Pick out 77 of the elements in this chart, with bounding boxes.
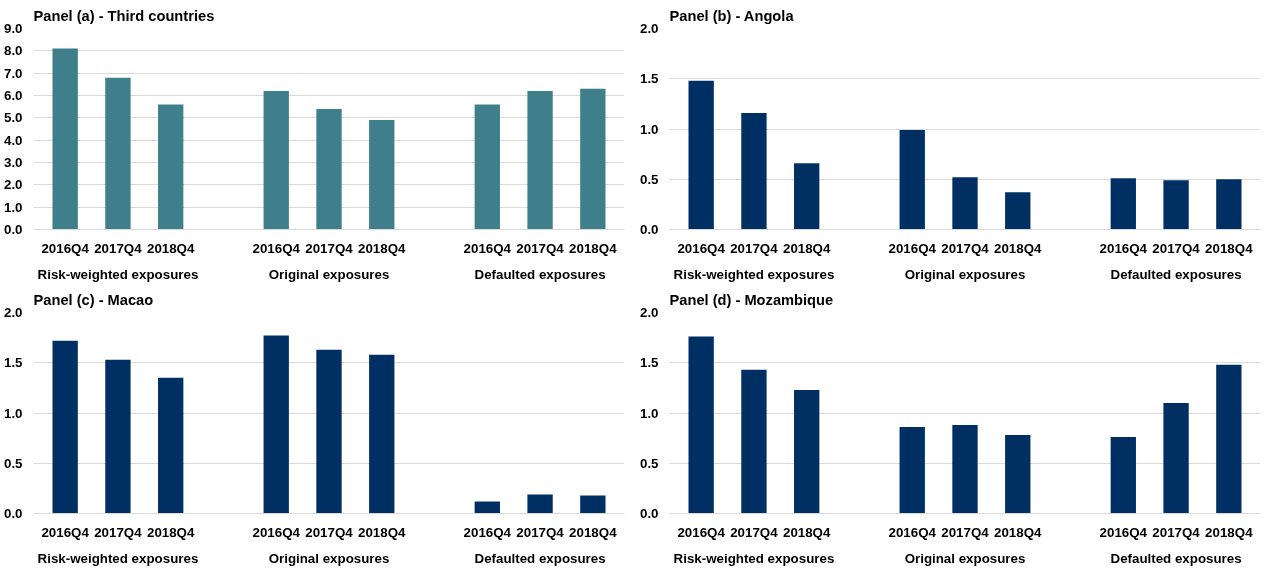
- x-tick-label: 2017Q4: [94, 240, 143, 256]
- x-tick-label: 2018Q4: [146, 240, 195, 256]
- text: Risk-weighted exposures: [37, 550, 199, 566]
- y-tick-label: 2.0: [3, 305, 23, 320]
- x-tick-label: 2018Q4: [569, 524, 618, 540]
- text: Risk-weighted exposures: [673, 266, 835, 282]
- text: Defaulted exposures: [1110, 550, 1242, 566]
- x-tick-label: 2016Q4: [888, 524, 937, 540]
- x-tick-label: 2016Q4: [463, 524, 512, 540]
- text: Risk-weighted exposures: [673, 550, 835, 566]
- chart-title: Panel (a) - Third countries: [33, 7, 215, 24]
- y-tick-label: 7.0: [3, 65, 23, 81]
- chart-title: Panel (d) - Mozambique: [669, 291, 834, 308]
- text: Original exposures: [268, 550, 390, 566]
- x-tick-label: 2018Q4: [782, 240, 831, 256]
- y-tick-label: 1.5: [639, 71, 660, 87]
- y-tick-label: 0.5: [639, 455, 660, 471]
- x-tick-label: 2016Q4: [1099, 240, 1148, 256]
- y-tick-label: 6.0: [3, 88, 23, 103]
- x-tick-label: 2018Q4: [358, 240, 407, 256]
- x-tick-label: 2018Q4: [1205, 524, 1254, 540]
- text: Risk-weighted exposures: [37, 266, 199, 282]
- y-tick-label: 4.0: [3, 132, 23, 148]
- text: Defaulted exposures: [1110, 266, 1242, 282]
- x-tick-label: 2016Q4: [252, 240, 301, 256]
- x-tick-label: 2018Q4: [994, 240, 1043, 256]
- x-tick-label: 2017Q4: [516, 240, 565, 256]
- y-tick-label: 0.0: [639, 222, 659, 237]
- x-tick-label: 2017Q4: [1152, 240, 1201, 256]
- text: Defaulted exposures: [474, 266, 606, 282]
- text: Original exposures: [904, 550, 1026, 566]
- y-tick-label: 1.0: [639, 405, 659, 421]
- y-tick-label: 0.0: [3, 222, 23, 237]
- y-tick-label: 3.0: [3, 155, 23, 170]
- x-tick-label: 2018Q4: [358, 524, 407, 540]
- x-tick-label: 2018Q4: [569, 240, 618, 256]
- y-tick-label: 1.5: [639, 355, 660, 371]
- x-tick-label: 2017Q4: [941, 524, 990, 540]
- text: Original exposures: [268, 266, 390, 282]
- x-tick-label: 2016Q4: [41, 524, 90, 540]
- x-tick-label: 2017Q4: [730, 524, 779, 540]
- text: Original exposures: [904, 266, 1026, 282]
- y-tick-label: 1.0: [3, 199, 23, 215]
- y-tick-label: 9.0: [3, 21, 23, 36]
- chart-title: Panel (b) - Angola: [669, 7, 795, 24]
- chart-title: Panel (c) - Macao: [33, 291, 154, 308]
- x-tick-label: 2017Q4: [941, 240, 990, 256]
- y-tick-label: 1.0: [639, 121, 659, 137]
- text: Defaulted exposures: [474, 550, 606, 566]
- y-tick-label: 0.0: [3, 506, 23, 521]
- y-tick-label: 0.5: [639, 171, 660, 187]
- y-tick-label: 2.0: [3, 177, 23, 193]
- x-tick-label: 2017Q4: [94, 524, 143, 540]
- x-tick-label: 2017Q4: [305, 240, 354, 256]
- x-tick-label: 2018Q4: [1205, 240, 1254, 256]
- x-tick-label: 2017Q4: [305, 524, 354, 540]
- y-tick-label: 5.0: [3, 110, 23, 126]
- y-tick-label: 0.0: [639, 506, 659, 521]
- x-tick-label: 2018Q4: [994, 524, 1043, 540]
- y-tick-label: 1.0: [3, 405, 23, 421]
- x-tick-label: 2018Q4: [782, 524, 831, 540]
- y-tick-label: 1.5: [3, 355, 24, 371]
- x-tick-label: 2016Q4: [888, 240, 937, 256]
- x-tick-label: 2017Q4: [1152, 524, 1201, 540]
- x-tick-label: 2017Q4: [730, 240, 779, 256]
- x-tick-label: 2017Q4: [516, 524, 565, 540]
- x-tick-label: 2016Q4: [677, 524, 726, 540]
- x-tick-label: 2018Q4: [146, 524, 195, 540]
- x-tick-label: 2016Q4: [1099, 524, 1148, 540]
- x-tick-label: 2016Q4: [677, 240, 726, 256]
- y-tick-label: 2.0: [639, 305, 659, 320]
- x-tick-label: 2016Q4: [252, 524, 301, 540]
- x-tick-label: 2016Q4: [41, 240, 90, 256]
- x-tick-label: 2016Q4: [463, 240, 512, 256]
- y-tick-label: 0.5: [3, 455, 24, 471]
- y-tick-label: 2.0: [639, 21, 659, 36]
- y-tick-label: 8.0: [3, 43, 23, 59]
